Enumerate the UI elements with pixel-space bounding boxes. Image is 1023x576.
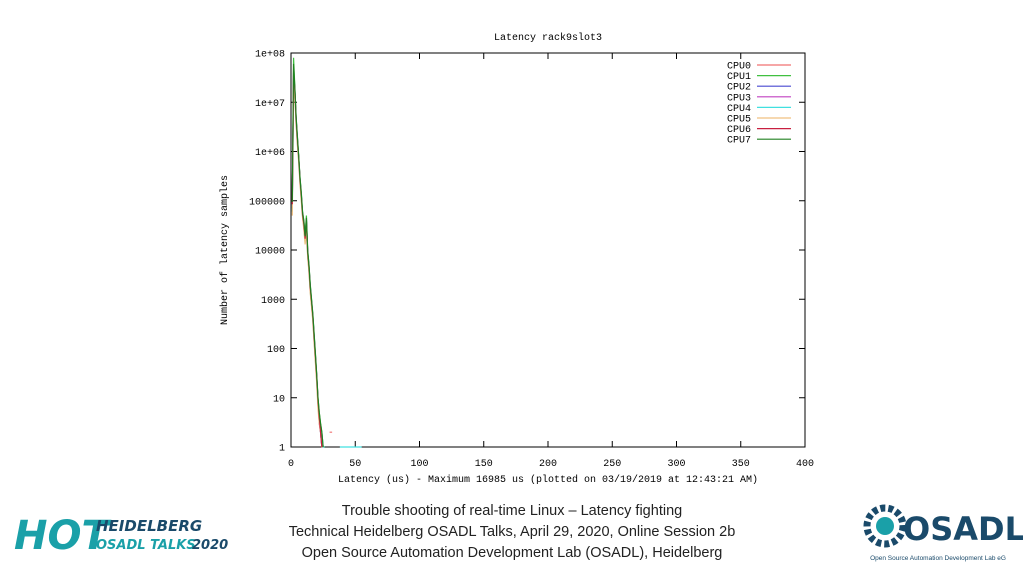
legend-label: CPU5 xyxy=(727,115,751,126)
x-axis-label: Latency (us) - Maximum 16985 us (plotted… xyxy=(338,474,758,486)
footer-line: Open Source Automation Development Lab (… xyxy=(302,545,723,561)
logo-text: Open Source Automation Development Lab e… xyxy=(870,555,1006,562)
legend-label: CPU1 xyxy=(727,72,751,83)
legend-label: CPU6 xyxy=(727,125,751,136)
legend-label: CPU3 xyxy=(727,93,751,104)
y-tick-label: 10000 xyxy=(255,247,285,258)
gear-icon xyxy=(863,504,907,548)
x-tick-label: 100 xyxy=(410,459,428,470)
series-line xyxy=(291,63,324,448)
legend-label: CPU0 xyxy=(727,62,751,73)
x-tick-label: 400 xyxy=(796,459,814,470)
series-line xyxy=(291,75,323,448)
logo-text: OSADL xyxy=(903,510,1023,548)
logo-text: OSADL TALKS xyxy=(96,538,196,553)
x-tick-label: 350 xyxy=(732,459,750,470)
logo-right: OSADL Open Source Automation Development… xyxy=(863,504,1023,562)
logo-left: HOT HEIDELBERG OSADL TALKS 2020 xyxy=(14,513,228,559)
y-tick-label: 1e+06 xyxy=(255,148,285,159)
y-axis-label: Number of latency samples xyxy=(219,175,231,325)
x-tick-label: 200 xyxy=(539,459,557,470)
chart-title: Latency rack9slot3 xyxy=(494,32,602,44)
logo-text: HOT xyxy=(14,513,111,559)
y-tick-label: 100000 xyxy=(249,197,285,208)
footer-line: Technical Heidelberg OSADL Talks, April … xyxy=(289,524,736,540)
gear-center xyxy=(876,517,894,535)
x-tick-label: 250 xyxy=(603,459,621,470)
legend-label: CPU7 xyxy=(727,136,751,147)
x-tick-label: 50 xyxy=(349,459,361,470)
legend-label: CPU4 xyxy=(727,104,751,115)
legend-label: CPU2 xyxy=(727,83,751,94)
y-tick-label: 1000 xyxy=(261,296,285,307)
y-tick-label: 100 xyxy=(267,345,285,356)
x-tick-label: 300 xyxy=(667,459,685,470)
logo-text: HEIDELBERG xyxy=(96,517,202,535)
y-tick-label: 10 xyxy=(273,394,285,405)
series-line xyxy=(291,82,362,448)
footer-line: Trouble shooting of real-time Linux – La… xyxy=(342,503,682,519)
series-line xyxy=(291,78,333,448)
y-tick-label: 1e+08 xyxy=(255,50,285,61)
logo-text: 2020 xyxy=(192,538,228,553)
y-tick-label: 1e+07 xyxy=(255,99,285,110)
y-tick-label: 1 xyxy=(279,444,285,455)
x-tick-label: 0 xyxy=(288,459,294,470)
x-tick-label: 150 xyxy=(475,459,493,470)
